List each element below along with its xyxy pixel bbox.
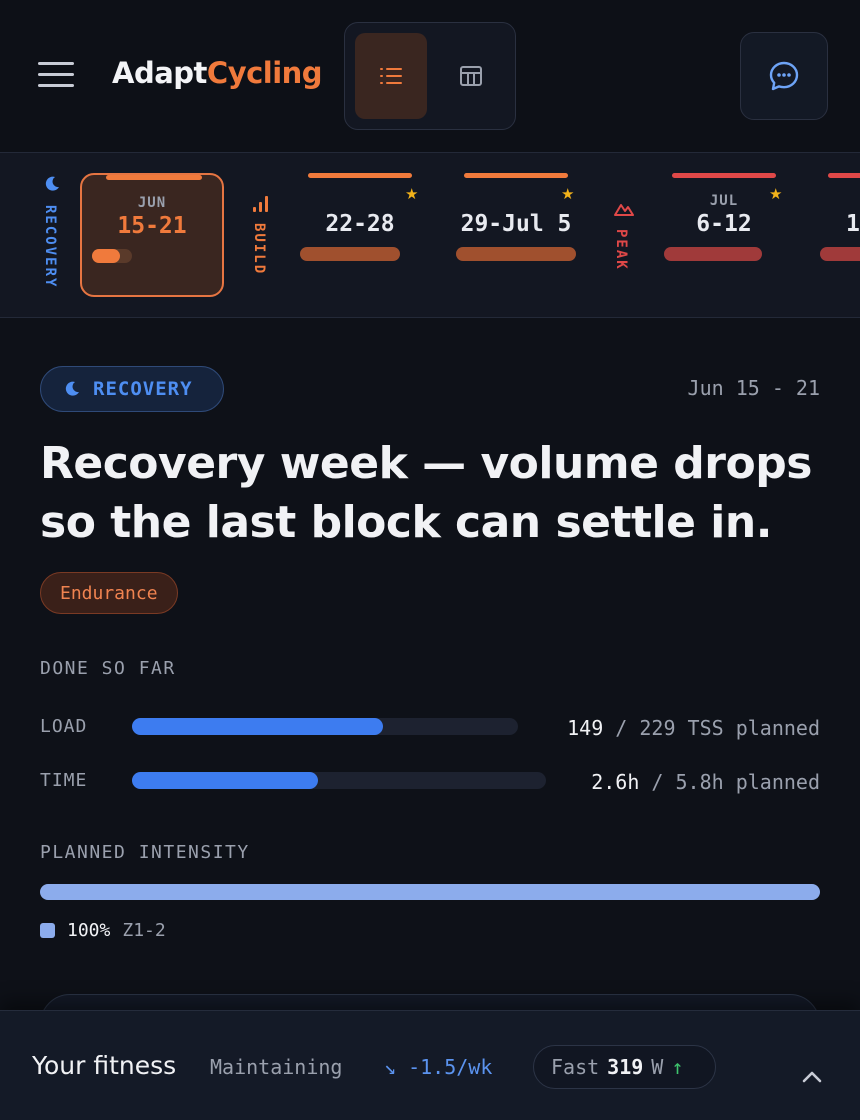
table-icon bbox=[460, 66, 482, 86]
phase-badge: RECOVERY bbox=[40, 366, 224, 412]
week-range: 15-21 bbox=[117, 213, 187, 239]
week-range: 29-Jul 5 bbox=[460, 211, 572, 237]
phase-label-recovery: RECOVERY bbox=[42, 205, 58, 289]
week-card[interactable]: ★ JUL 6-12 bbox=[664, 173, 784, 297]
star-icon: ★ bbox=[769, 185, 783, 203]
logo-part-cycling: Cycling bbox=[206, 56, 323, 90]
moon-icon bbox=[65, 381, 79, 396]
star-icon: ★ bbox=[405, 185, 419, 203]
week-card[interactable]: ★ 22-28 bbox=[300, 173, 420, 297]
table-view-button[interactable] bbox=[435, 33, 507, 119]
planned-intensity-title: PLANNED INTENSITY bbox=[40, 842, 250, 863]
fitness-bar[interactable]: Your fitness Maintaining ↘ -1.5/wk Fast … bbox=[0, 1010, 860, 1120]
intensity-percent: 100% bbox=[67, 920, 111, 941]
focus-tag: Endurance bbox=[40, 572, 178, 614]
star-icon: ★ bbox=[561, 185, 575, 203]
load-done: 149 bbox=[567, 716, 604, 740]
view-toggle bbox=[344, 22, 516, 130]
week-month: JUN bbox=[137, 195, 167, 211]
fitness-trend: ↘ -1.5/wk bbox=[384, 1055, 493, 1079]
week-month: JUL bbox=[709, 193, 739, 209]
load-planned: / 229 TSS planned bbox=[603, 716, 820, 740]
chat-icon bbox=[769, 61, 799, 91]
time-done: 2.6h bbox=[591, 770, 640, 794]
fitness-status: Maintaining bbox=[210, 1055, 343, 1079]
time-label: TIME bbox=[40, 770, 88, 791]
moon-icon bbox=[45, 176, 59, 191]
list-icon bbox=[380, 68, 402, 84]
done-so-far-title: DONE SO FAR bbox=[40, 658, 176, 679]
intensity-zone: Z1-2 bbox=[122, 920, 166, 941]
mountain-icon bbox=[614, 204, 634, 216]
bars-icon bbox=[253, 196, 268, 212]
time-progress-track bbox=[132, 772, 546, 789]
week-headline: Recovery week — volume drops so the last… bbox=[40, 438, 812, 548]
zone-swatch bbox=[40, 923, 55, 938]
week-range: 6-12 bbox=[696, 211, 752, 237]
fast-power-pill[interactable]: Fast 319 W ↑ bbox=[533, 1045, 716, 1089]
hamburger-icon[interactable] bbox=[38, 62, 74, 90]
chat-button[interactable] bbox=[740, 32, 828, 120]
fast-unit: W bbox=[651, 1055, 664, 1079]
load-progress-fill bbox=[132, 718, 383, 735]
intensity-bar bbox=[40, 884, 820, 900]
week-card-partial[interactable]: 1 bbox=[820, 173, 860, 297]
fitness-title: Your fitness bbox=[32, 1051, 177, 1080]
app-header: AdaptCycling bbox=[0, 0, 860, 152]
load-label: LOAD bbox=[40, 716, 88, 737]
phase-label-peak: PEAK bbox=[613, 229, 629, 271]
phase-label-build: BUILD bbox=[251, 223, 267, 276]
time-progress-fill bbox=[132, 772, 319, 789]
phase-badge-label: RECOVERY bbox=[93, 378, 193, 400]
week-card[interactable]: ★ 29-Jul 5 bbox=[456, 173, 586, 297]
fast-label: Fast bbox=[551, 1055, 600, 1079]
list-view-button[interactable] bbox=[355, 33, 427, 119]
time-planned: / 5.8h planned bbox=[639, 770, 820, 794]
fast-value: 319 bbox=[607, 1055, 644, 1079]
week-date-range: Jun 15 - 21 bbox=[687, 376, 820, 400]
app-logo[interactable]: AdaptCycling bbox=[112, 56, 323, 90]
load-progress-track bbox=[132, 718, 518, 735]
logo-part-adapt: Adapt bbox=[112, 56, 207, 90]
week-range: 22-28 bbox=[325, 211, 395, 237]
arrow-up-icon: ↑ bbox=[671, 1055, 684, 1079]
week-card-active[interactable]: JUN 15-21 bbox=[80, 173, 224, 297]
load-value: 149 / 229 TSS planned bbox=[567, 716, 820, 740]
chevron-up-icon[interactable] bbox=[796, 1061, 828, 1093]
week-strip[interactable]: RECOVERY JUN 15-21 BUILD ★ 22-28 ★ 29-Ju… bbox=[0, 152, 860, 318]
week-range: 1 bbox=[846, 211, 860, 237]
intensity-legend: 100% Z1-2 bbox=[40, 920, 166, 941]
time-value: 2.6h / 5.8h planned bbox=[591, 770, 820, 794]
